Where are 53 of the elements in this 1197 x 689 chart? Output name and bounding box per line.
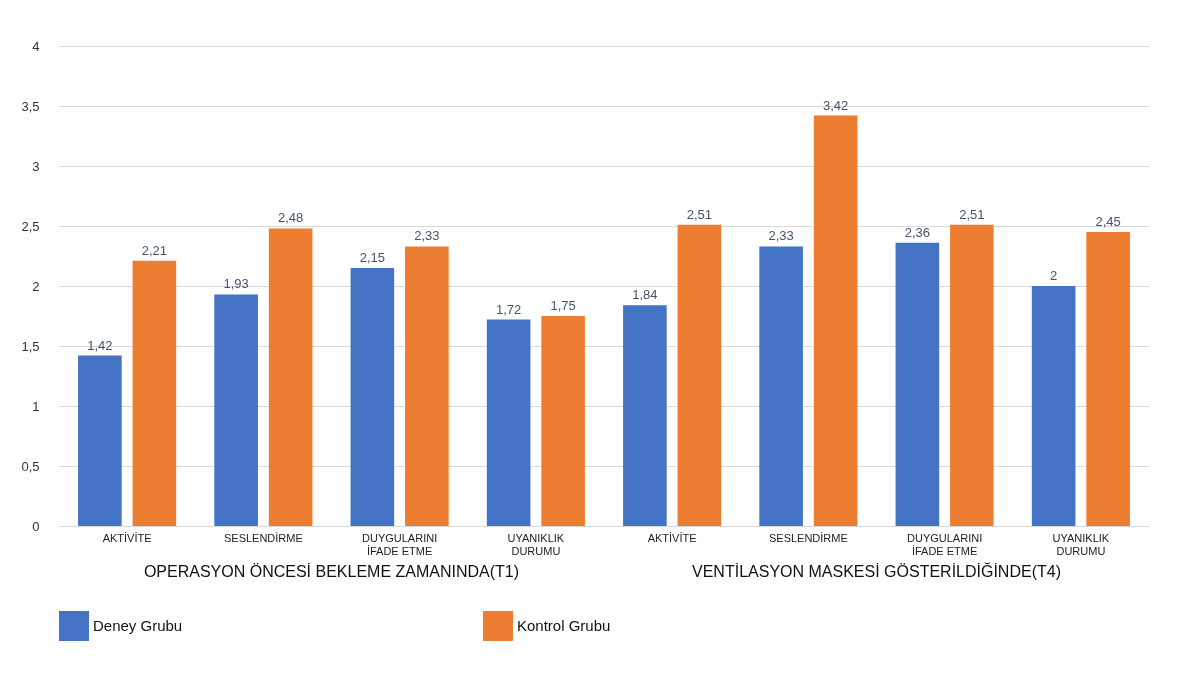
bar bbox=[677, 224, 722, 526]
bar bbox=[623, 305, 667, 526]
bar bbox=[541, 316, 585, 526]
data-label: 2,51 bbox=[686, 206, 713, 222]
bar bbox=[759, 246, 803, 526]
data-label: 1,93 bbox=[223, 276, 249, 292]
bar bbox=[1086, 232, 1130, 526]
data-label: 2,51 bbox=[959, 206, 985, 222]
data-label: 2,33 bbox=[768, 228, 794, 244]
data-label: 1,84 bbox=[632, 287, 658, 303]
data-label: 2,48 bbox=[277, 210, 304, 226]
y-tick-label: 3,5 bbox=[21, 98, 40, 114]
bar bbox=[268, 228, 313, 526]
bar bbox=[895, 242, 940, 526]
x-tick-label: DUYGULARINI İFADE ETME bbox=[362, 531, 438, 557]
x-tick-label: SESLENDİRME bbox=[768, 531, 848, 544]
y-tick-label: 3 bbox=[32, 158, 40, 174]
y-tick-label: 2,5 bbox=[21, 218, 40, 234]
x-tick-label: AKTİVİTE bbox=[102, 531, 152, 544]
data-label: 2 bbox=[1050, 268, 1058, 283]
data-label: 2,15 bbox=[359, 250, 386, 265]
legend-label: Deney Grubu bbox=[93, 617, 183, 634]
bar bbox=[950, 224, 994, 526]
data-label: 1,72 bbox=[495, 301, 522, 317]
text: OPERASYON ÖNCESİ BEKLEME ZAMANINDA(T1) bbox=[143, 562, 520, 580]
legend-label: Kontrol Grubu bbox=[517, 617, 611, 634]
bar bbox=[214, 294, 258, 526]
x-tick-label: AKTİVİTE bbox=[647, 531, 697, 544]
bar bbox=[350, 268, 395, 526]
x-tick-label: UYANIKLIK DURUMU bbox=[1052, 531, 1110, 557]
bar bbox=[486, 319, 531, 526]
y-tick-label: 0,5 bbox=[21, 458, 40, 474]
y-tick-label: 1 bbox=[32, 398, 40, 414]
data-label: 2,21 bbox=[141, 242, 168, 258]
bar bbox=[405, 246, 449, 526]
data-label: 1,75 bbox=[550, 298, 576, 313]
data-label: 2,33 bbox=[414, 228, 440, 244]
bar bbox=[1031, 286, 1076, 526]
data-label: 2,45 bbox=[1095, 214, 1121, 229]
y-tick-label: 2 bbox=[32, 278, 40, 294]
text: VENTİLASYON MASKESİ GÖSTERİLDİĞİNDE(T4) bbox=[692, 562, 1061, 580]
x-tick-label: SESLENDİRME bbox=[223, 531, 303, 544]
x-tick-label: DUYGULARINI İFADE ETME bbox=[907, 531, 983, 557]
data-label: 3,42 bbox=[822, 97, 849, 113]
y-tick-label: 1,5 bbox=[21, 338, 40, 354]
bar bbox=[132, 260, 177, 526]
x-tick-label: UYANIKLIK DURUMU bbox=[507, 531, 565, 557]
bar bbox=[813, 115, 858, 526]
data-label: 1,42 bbox=[87, 337, 113, 353]
data-label: 2,36 bbox=[904, 224, 931, 240]
y-tick-label: 4 bbox=[32, 38, 40, 54]
y-tick-label: 0 bbox=[32, 518, 40, 534]
bar bbox=[78, 355, 122, 526]
